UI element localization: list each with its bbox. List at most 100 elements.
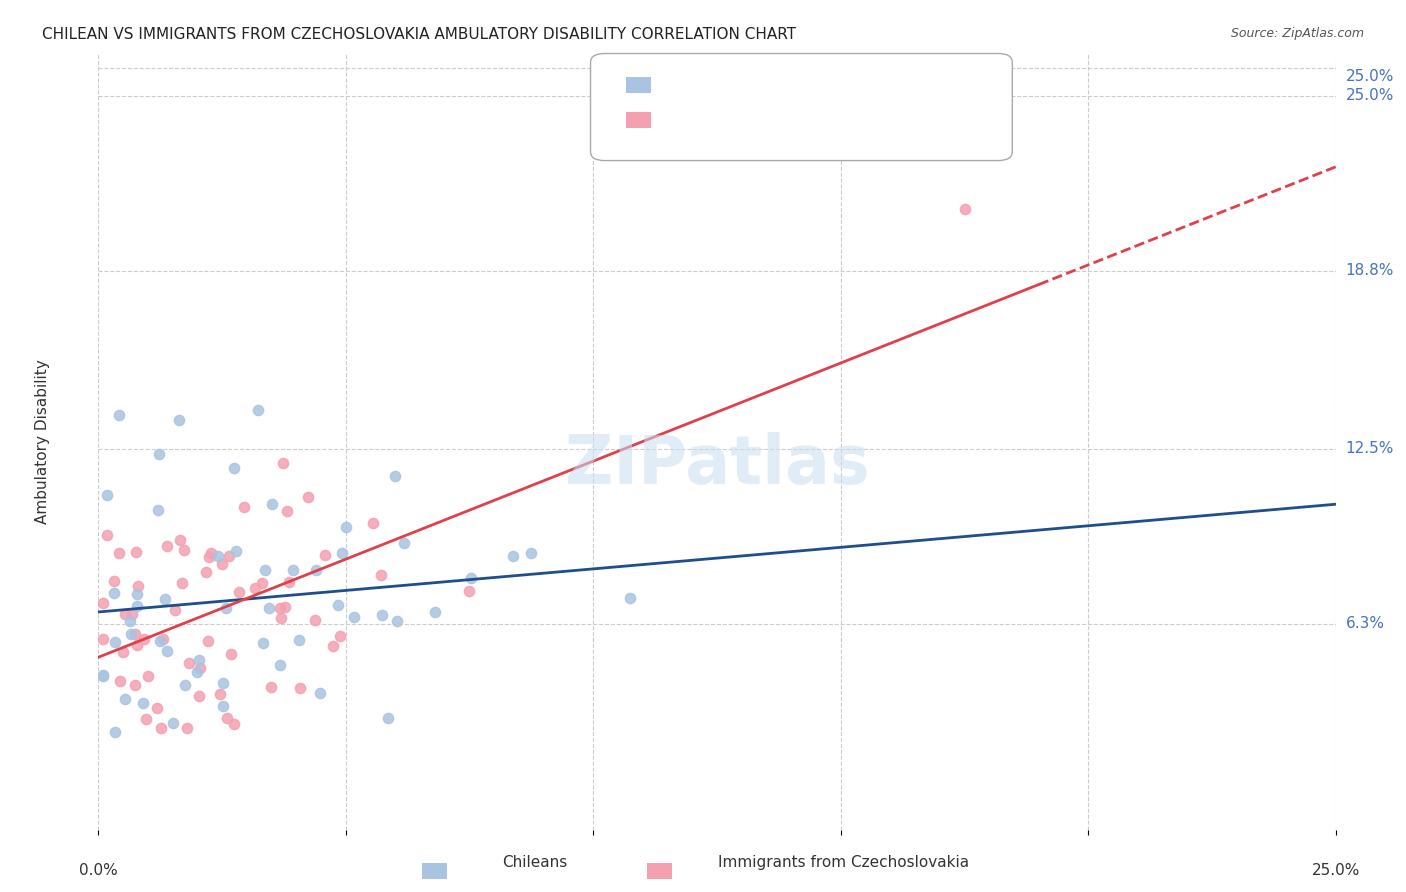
Point xyxy=(177,656,200,670)
Point xyxy=(384,469,406,483)
Point xyxy=(125,544,148,558)
Point xyxy=(371,608,394,623)
Point xyxy=(314,548,336,562)
Point xyxy=(93,596,115,610)
Text: 60: 60 xyxy=(811,112,834,129)
Point xyxy=(211,676,233,690)
Point xyxy=(278,574,301,589)
Point xyxy=(274,599,297,614)
Point xyxy=(148,503,170,517)
Point xyxy=(114,607,136,622)
Point xyxy=(186,665,208,679)
Point xyxy=(195,566,218,580)
Point xyxy=(217,711,239,725)
Point xyxy=(135,712,157,726)
Point xyxy=(93,632,115,647)
Point xyxy=(304,613,326,627)
Text: 53: 53 xyxy=(811,76,834,94)
Point xyxy=(207,549,229,563)
Text: 0.0%: 0.0% xyxy=(79,863,118,879)
Point xyxy=(96,528,118,542)
Point xyxy=(125,599,148,614)
Point xyxy=(110,674,132,689)
Point xyxy=(288,681,311,695)
Point xyxy=(169,413,191,427)
Point xyxy=(330,546,353,560)
Point xyxy=(127,580,149,594)
Point xyxy=(200,546,222,560)
Point xyxy=(361,516,384,531)
Point xyxy=(252,636,274,650)
Point xyxy=(392,536,415,550)
Point xyxy=(156,539,179,553)
Point xyxy=(271,456,294,470)
Point xyxy=(329,629,352,643)
Point xyxy=(153,591,176,606)
Point xyxy=(96,488,118,502)
Point xyxy=(120,627,142,641)
Point xyxy=(215,600,238,615)
Point xyxy=(322,639,344,653)
Point xyxy=(172,575,194,590)
Point xyxy=(343,609,366,624)
Text: 25.0%: 25.0% xyxy=(1346,69,1393,84)
Point xyxy=(111,645,134,659)
Point xyxy=(125,587,148,601)
Text: Immigrants from Czechoslovakia: Immigrants from Czechoslovakia xyxy=(718,855,969,870)
Point xyxy=(309,685,332,699)
Point xyxy=(190,660,212,674)
Point xyxy=(269,601,291,615)
Point xyxy=(276,504,298,518)
Point xyxy=(149,721,172,735)
Point xyxy=(173,542,195,557)
Point xyxy=(148,447,170,461)
Text: R =: R = xyxy=(668,76,704,94)
Point xyxy=(136,669,159,683)
Point xyxy=(222,461,245,475)
Point xyxy=(619,591,641,606)
Point xyxy=(124,678,146,692)
Point xyxy=(134,632,156,646)
Point xyxy=(281,562,304,576)
Point xyxy=(460,571,482,585)
Point xyxy=(124,627,146,641)
Point xyxy=(377,711,399,725)
Point xyxy=(198,550,221,565)
Point xyxy=(212,699,235,714)
Text: Chileans: Chileans xyxy=(502,855,567,870)
Point xyxy=(246,403,269,417)
Text: Source: ZipAtlas.com: Source: ZipAtlas.com xyxy=(1230,27,1364,40)
Point xyxy=(228,585,250,599)
Text: N =: N = xyxy=(769,112,817,129)
Point xyxy=(245,582,267,596)
Point xyxy=(252,576,274,591)
Point xyxy=(269,657,291,672)
Point xyxy=(326,598,349,612)
Point xyxy=(423,605,446,619)
Point xyxy=(162,716,184,731)
Point xyxy=(173,678,195,692)
Text: Ambulatory Disability: Ambulatory Disability xyxy=(35,359,51,524)
Point xyxy=(335,520,357,534)
Point xyxy=(502,549,524,563)
Text: 12.5%: 12.5% xyxy=(1346,442,1393,456)
Point xyxy=(108,546,131,560)
Text: CHILEAN VS IMMIGRANTS FROM CZECHOSLOVAKIA AMBULATORY DISABILITY CORRELATION CHAR: CHILEAN VS IMMIGRANTS FROM CZECHOSLOVAKI… xyxy=(42,27,796,42)
Text: 6.3%: 6.3% xyxy=(1346,616,1385,631)
Point xyxy=(222,716,245,731)
Point xyxy=(953,202,976,216)
Point xyxy=(233,500,256,514)
Point xyxy=(225,544,247,558)
Point xyxy=(209,687,232,701)
Point xyxy=(93,667,115,681)
Point xyxy=(259,681,281,695)
Text: 25.0%: 25.0% xyxy=(1312,863,1360,879)
Point xyxy=(385,615,408,629)
Point xyxy=(93,669,115,683)
Point xyxy=(176,722,198,736)
Point xyxy=(152,632,174,646)
Point xyxy=(118,615,141,629)
Point xyxy=(156,644,179,658)
Point xyxy=(218,549,240,564)
Point xyxy=(103,574,125,588)
